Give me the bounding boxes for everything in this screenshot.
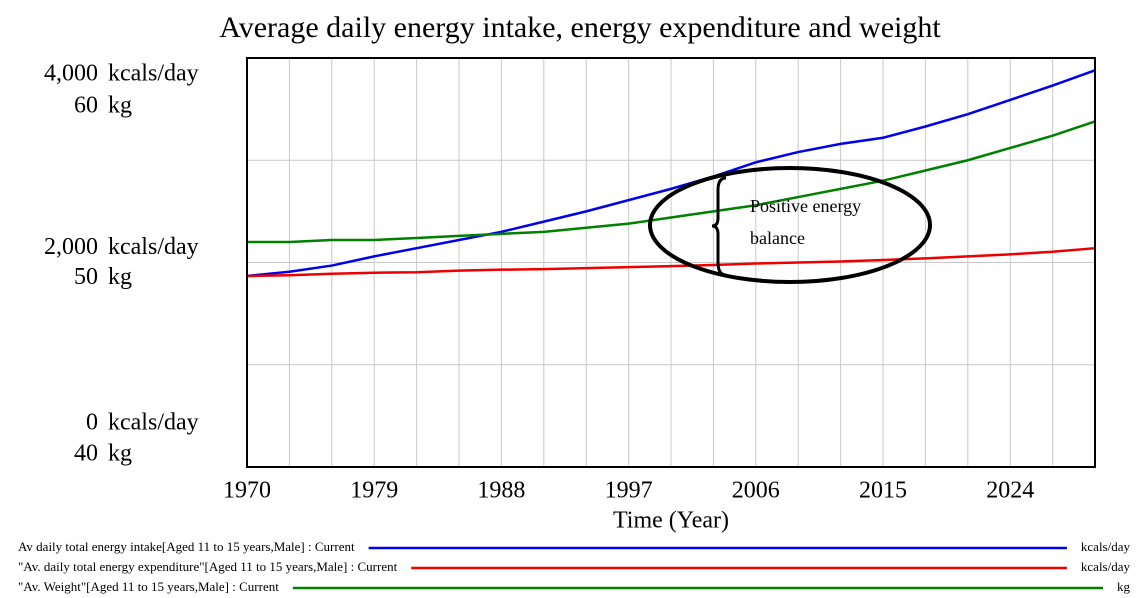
legend-label: "Av. Weight"[Aged 11 to 15 years,Male] :…	[18, 579, 279, 594]
legend-label: Av daily total energy intake[Aged 11 to …	[18, 539, 355, 554]
x-tick-label: 1979	[350, 478, 398, 504]
series-line	[247, 120, 1096, 244]
x-axis-label: Time (Year)	[613, 508, 729, 534]
legend-unit: kcals/day	[1081, 559, 1131, 574]
annotation-brace	[711, 176, 727, 277]
x-tick-label: 2024	[986, 478, 1034, 504]
y-unit-label: kcals/day	[108, 410, 199, 436]
y2-unit-label: kg	[108, 264, 132, 290]
legend-unit: kcals/day	[1081, 539, 1131, 554]
lines	[246, 69, 1096, 278]
y2-tick-label: 40	[74, 441, 98, 467]
legend-unit: kg	[1117, 579, 1131, 594]
chart-title: Average daily energy intake, energy expe…	[219, 11, 941, 44]
grid	[246, 57, 1096, 468]
x-tick-label: 2015	[859, 478, 907, 504]
annotation-text: Positive energy	[750, 196, 861, 216]
y-tick-label: 0	[86, 410, 98, 436]
x-tick-label: 1997	[605, 478, 653, 504]
y2-tick-label: 60	[74, 93, 98, 119]
y-tick-label: 4,000	[44, 61, 98, 87]
legend-label: "Av. daily total energy expenditure"[Age…	[18, 559, 398, 574]
series-line	[246, 246, 1096, 278]
x-tick-label: 1988	[477, 478, 525, 504]
plot-frame	[246, 57, 1096, 468]
y2-unit-label: kg	[108, 93, 132, 119]
y2-unit-label: kg	[108, 441, 132, 467]
annotation-text: balance	[750, 228, 805, 248]
y-unit-label: kcals/day	[108, 234, 199, 260]
x-tick-label: 2006	[732, 478, 780, 504]
y2-tick-label: 50	[74, 264, 98, 290]
series-line	[246, 69, 1096, 278]
y-tick-label: 2,000	[44, 234, 98, 260]
y-unit-label: kcals/day	[108, 61, 199, 87]
x-tick-label: 1970	[223, 478, 271, 504]
annotation-ellipse	[648, 166, 932, 284]
